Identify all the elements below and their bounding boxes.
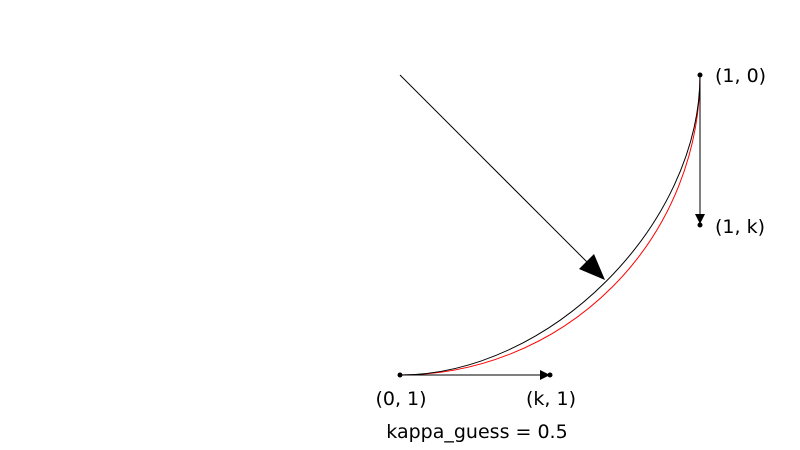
pointer-arrow-head	[579, 254, 605, 280]
point-handle-start	[547, 372, 553, 378]
point-end	[697, 72, 703, 78]
pointer-arrow-shaft	[399, 74, 589, 264]
point-handle-end	[697, 222, 703, 228]
bezier-curve	[399, 74, 701, 376]
label-handle-start: (k, 1)	[526, 388, 576, 410]
label-handle-end: (1, k)	[715, 216, 765, 238]
reference-circle-arc	[399, 74, 701, 376]
label-end-point: (1, 0)	[715, 65, 766, 87]
point-start	[397, 372, 403, 378]
label-start-point: (0, 1)	[375, 388, 426, 410]
caption: kappa_guess = 0.5	[386, 421, 567, 443]
